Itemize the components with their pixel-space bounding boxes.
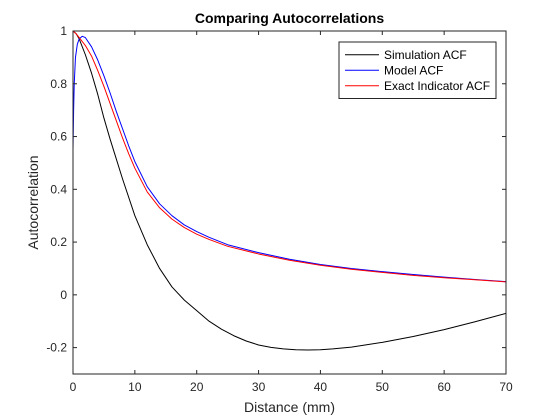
x-tick-label: 20 — [190, 380, 204, 394]
y-tick-label: 0 — [60, 288, 67, 302]
y-tick-label: 0.6 — [50, 130, 67, 144]
y-tick-label: -0.2 — [46, 341, 67, 355]
y-tick-label: 0.2 — [50, 235, 67, 249]
chart-title: Comparing Autocorrelations — [195, 10, 384, 26]
x-axis-label: Distance (mm) — [244, 399, 335, 415]
x-tick-label: 0 — [70, 380, 77, 394]
x-tick-label: 40 — [314, 380, 328, 394]
x-tick-label: 10 — [128, 380, 142, 394]
x-tick-label: 50 — [376, 380, 390, 394]
legend-label-2: Exact Indicator ACF — [384, 79, 490, 93]
legend-label-1: Model ACF — [384, 63, 443, 77]
x-tick-label: 30 — [252, 380, 266, 394]
x-tick-label: 70 — [499, 380, 513, 394]
legend-label-0: Simulation ACF — [384, 48, 467, 62]
y-axis-label: Autocorrelation — [25, 155, 41, 249]
y-tick-label: 1 — [60, 24, 67, 38]
x-tick-label: 60 — [437, 380, 451, 394]
y-tick-label: 0.8 — [50, 77, 67, 91]
y-tick-label: 0.4 — [50, 182, 67, 196]
